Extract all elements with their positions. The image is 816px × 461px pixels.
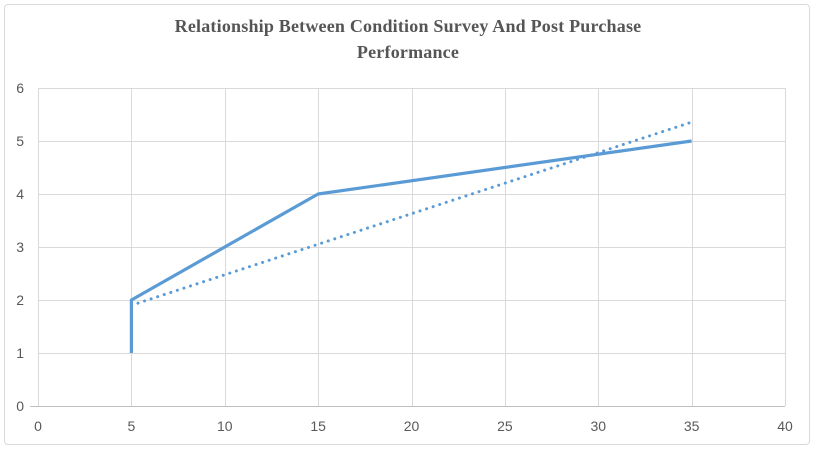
chart-title-line-2: Performance bbox=[356, 42, 460, 62]
x-axis-tick-label: 20 bbox=[404, 418, 420, 434]
y-axis-tick-label: 5 bbox=[16, 133, 24, 149]
x-axis-tick-label: 40 bbox=[777, 418, 793, 434]
chart-frame bbox=[4, 4, 810, 445]
y-axis-tick-label: 2 bbox=[16, 292, 24, 308]
chart-title: Relationship Between Condition Survey An… bbox=[0, 13, 816, 65]
data-series-line bbox=[129, 139, 692, 353]
y-axis-tick-label: 0 bbox=[16, 398, 24, 414]
y-axis-tick-label: 3 bbox=[16, 239, 24, 255]
x-axis-tick-label: 10 bbox=[217, 418, 233, 434]
x-axis-tick-label: 0 bbox=[34, 418, 42, 434]
chart-title-line-1: Relationship Between Condition Survey An… bbox=[174, 16, 642, 36]
y-axis-tick-label: 1 bbox=[16, 345, 24, 361]
y-axis-tick-label: 4 bbox=[16, 186, 24, 202]
x-axis-tick-label: 5 bbox=[127, 418, 135, 434]
trendline-dotted bbox=[129, 119, 697, 307]
x-axis-tick-label: 15 bbox=[310, 418, 326, 434]
x-axis-tick-label: 25 bbox=[497, 418, 513, 434]
x-axis-tick-label: 35 bbox=[684, 418, 700, 434]
y-axis-tick-label: 6 bbox=[16, 80, 24, 96]
x-axis-tick-label: 30 bbox=[590, 418, 606, 434]
